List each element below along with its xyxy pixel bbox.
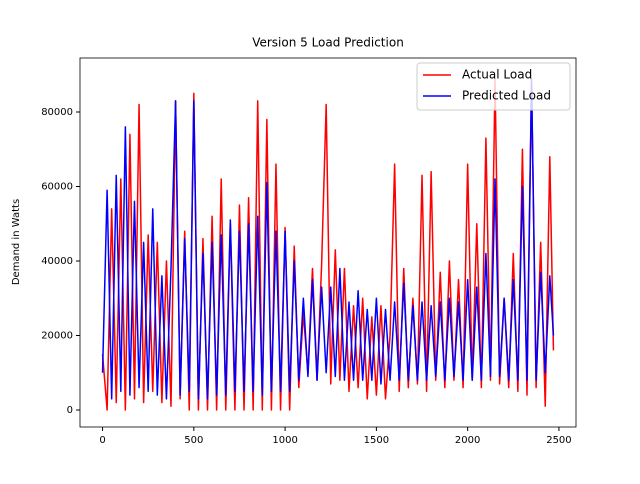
x-tick-label: 1500 [364, 435, 389, 446]
legend-label: Predicted Load [462, 89, 551, 103]
x-tick-label: 2500 [546, 435, 571, 446]
x-tick-label: 2000 [455, 435, 480, 446]
y-tick-label: 60000 [41, 182, 73, 193]
y-tick-label: 80000 [41, 107, 73, 118]
y-tick-label: 0 [67, 405, 73, 416]
chart-title: Version 5 Load Prediction [252, 36, 404, 50]
plot-frame [79, 57, 577, 428]
x-tick-label: 500 [184, 435, 203, 446]
series-line [101, 77, 555, 400]
x-tick-label: 0 [99, 435, 105, 446]
y-tick-label: 20000 [41, 331, 73, 342]
legend-label: Actual Load [462, 68, 532, 82]
legend-box [416, 62, 571, 111]
y-tick-label: 40000 [41, 256, 73, 267]
x-tick-label: 1000 [272, 435, 297, 446]
y-axis-label: Demand in Watts [11, 199, 22, 285]
